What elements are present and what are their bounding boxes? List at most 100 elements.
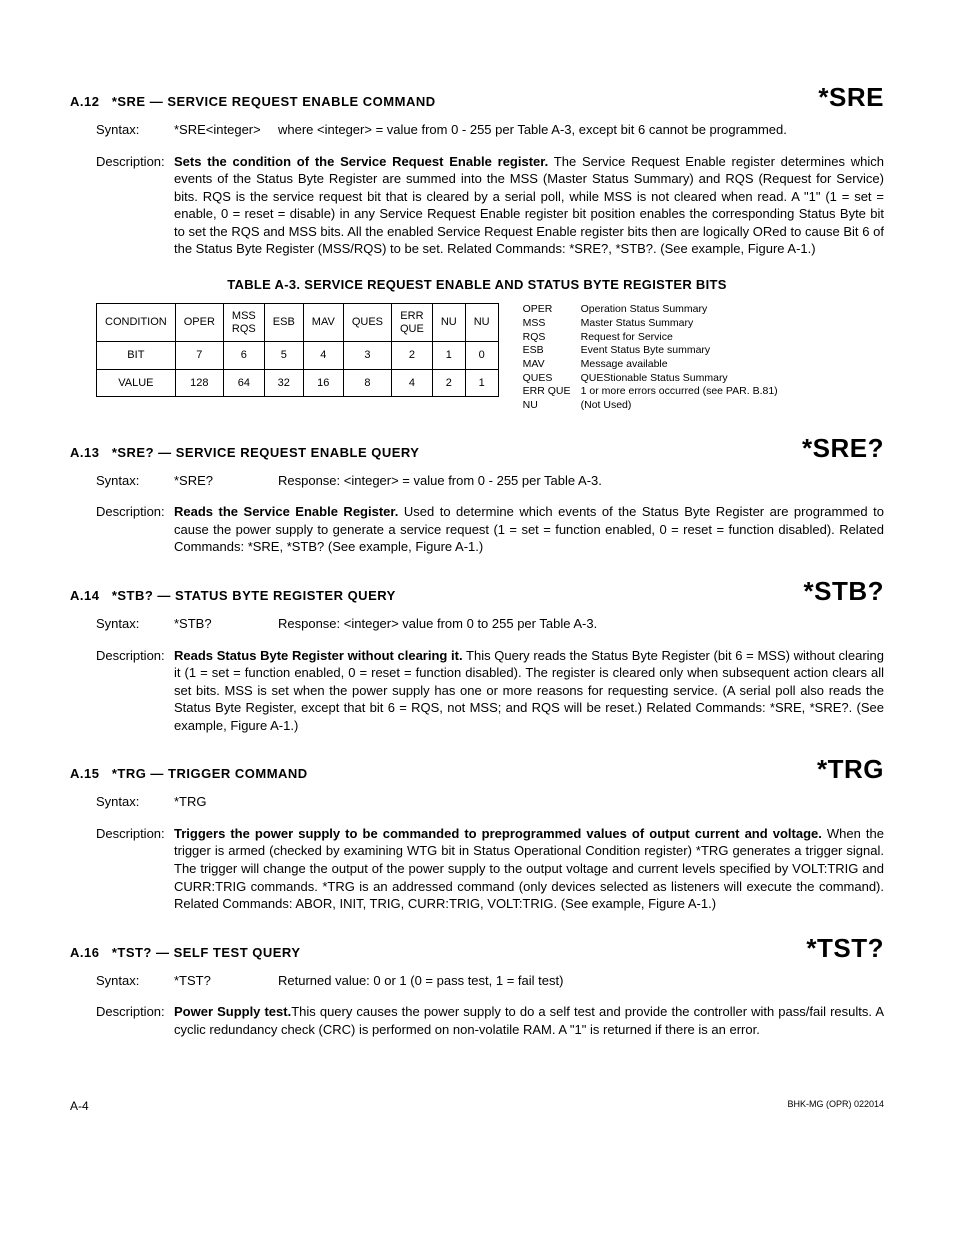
th-err-que: ERRQUE (392, 304, 433, 341)
legend-row: MSSMaster Status Summary (523, 317, 778, 331)
legend-abbr: ESB (523, 344, 581, 358)
description-row: Description: Reads Status Byte Register … (96, 647, 884, 735)
description-row: Description: Power Supply test.This quer… (96, 1003, 884, 1038)
section-title-text: *TST? — SELF TEST QUERY (112, 945, 301, 960)
legend-abbr: OPER (523, 303, 581, 317)
th-mss: MSS (232, 310, 256, 322)
legend-row: ERR QUE1 or more errors occurred (see PA… (523, 385, 778, 399)
th-esb: ESB (264, 304, 303, 341)
description-lead: Reads the Service Enable Register. (174, 504, 398, 519)
section-header: A.12 *SRE — SERVICE REQUEST ENABLE COMMA… (70, 80, 884, 115)
bit-2: 2 (392, 341, 433, 369)
syntax-row: Syntax: *TST? Returned value: 0 or 1 (0 … (96, 972, 884, 990)
description-lead: Triggers the power supply to be commande… (174, 826, 822, 841)
footer-left: A-4 (70, 1098, 89, 1114)
syntax-label-text: Syntax: (96, 973, 139, 988)
section-code: *SRE? (802, 431, 884, 466)
table-value-row: VALUE 128 64 32 16 8 4 2 1 (97, 369, 499, 397)
syntax-label: Syntax: (96, 615, 174, 633)
th-mss-rqs: MSSRQS (223, 304, 264, 341)
section-title-text: *SRE — SERVICE REQUEST ENABLE COMMAND (112, 94, 436, 109)
legend-row: MAVMessage available (523, 358, 778, 372)
section-a12: A.12 *SRE — SERVICE REQUEST ENABLE COMMA… (70, 80, 884, 258)
syntax-label-text: Syntax: (96, 122, 139, 137)
footer-right: BHK-MG (OPR) 022014 (787, 1098, 884, 1114)
th-err: ERR (400, 310, 423, 322)
description-label: Description: (96, 825, 174, 913)
section-a15: A.15 *TRG — TRIGGER COMMAND *TRG Syntax:… (70, 752, 884, 912)
syntax-row: Syntax: *TRG (96, 793, 884, 811)
description-lead: Power Supply test. (174, 1004, 291, 1019)
legend-row: OPEROperation Status Summary (523, 303, 778, 317)
description-label: Description: (96, 153, 174, 258)
section-header: A.13 *SRE? — SERVICE REQUEST ENABLE QUER… (70, 431, 884, 466)
value-label: VALUE (97, 369, 176, 397)
description-lead: Sets the condition of the Service Reques… (174, 154, 548, 169)
section-code: *TRG (817, 752, 884, 787)
bit-label: BIT (97, 341, 176, 369)
description-row: Description: Triggers the power supply t… (96, 825, 884, 913)
syntax-rest: Response: <integer> = value from 0 - 255… (278, 472, 884, 490)
description-row: Description: Sets the condition of the S… (96, 153, 884, 258)
bit-7: 7 (175, 341, 223, 369)
section-header: A.16 *TST? — SELF TEST QUERY *TST? (70, 931, 884, 966)
value-16: 16 (303, 369, 343, 397)
syntax-label: Syntax: (96, 793, 174, 811)
table-legend-row: CONDITION OPER MSSRQS ESB MAV QUES ERRQU… (96, 303, 884, 412)
section-a16: A.16 *TST? — SELF TEST QUERY *TST? Synta… (70, 931, 884, 1039)
bit-0: 0 (465, 341, 498, 369)
th-nu2: NU (465, 304, 498, 341)
description-label: Description: (96, 647, 174, 735)
description-body: Power Supply test.This query causes the … (174, 1003, 884, 1038)
legend-def: Operation Status Summary (581, 303, 778, 317)
syntax-rest (278, 793, 884, 811)
legend-row: RQSRequest for Service (523, 331, 778, 345)
bit-3: 3 (343, 341, 391, 369)
section-title-text: *SRE? — SERVICE REQUEST ENABLE QUERY (112, 445, 420, 460)
description-body: Triggers the power supply to be commande… (174, 825, 884, 913)
description-body: Sets the condition of the Service Reques… (174, 153, 884, 258)
section-title: A.14 *STB? — STATUS BYTE REGISTER QUERY (70, 587, 396, 605)
legend-row: ESBEvent Status Byte summary (523, 344, 778, 358)
legend-abbr: ERR QUE (523, 385, 581, 399)
legend-def: Request for Service (581, 331, 778, 345)
syntax-cmd: *SRE? (174, 472, 278, 490)
value-4: 4 (392, 369, 433, 397)
legend-row: QUESQUEStionable Status Summary (523, 372, 778, 386)
section-number: A.14 (70, 588, 99, 603)
syntax-rest: Response: <integer> value from 0 to 255 … (278, 615, 884, 633)
section-title-text: *STB? — STATUS BYTE REGISTER QUERY (112, 588, 396, 603)
description-label: Description: (96, 503, 174, 556)
section-title-text: *TRG — TRIGGER COMMAND (112, 766, 308, 781)
section-title: A.13 *SRE? — SERVICE REQUEST ENABLE QUER… (70, 444, 419, 462)
section-header: A.15 *TRG — TRIGGER COMMAND *TRG (70, 752, 884, 787)
value-2: 2 (432, 369, 465, 397)
description-row: Description: Reads the Service Enable Re… (96, 503, 884, 556)
th-oper: OPER (175, 304, 223, 341)
section-header: A.14 *STB? — STATUS BYTE REGISTER QUERY … (70, 574, 884, 609)
th-condition: CONDITION (97, 304, 176, 341)
legend-abbr: MSS (523, 317, 581, 331)
section-code: *TST? (806, 931, 884, 966)
legend-def: Master Status Summary (581, 317, 778, 331)
table-header-row: CONDITION OPER MSSRQS ESB MAV QUES ERRQU… (97, 304, 499, 341)
bits-table: CONDITION OPER MSSRQS ESB MAV QUES ERRQU… (96, 303, 499, 397)
section-title: A.12 *SRE — SERVICE REQUEST ENABLE COMMA… (70, 93, 436, 111)
value-1: 1 (465, 369, 498, 397)
legend-def: 1 or more errors occurred (see PAR. B.81… (581, 385, 778, 399)
th-mav: MAV (303, 304, 343, 341)
table-bit-row: BIT 7 6 5 4 3 2 1 0 (97, 341, 499, 369)
syntax-cmd: *TST? (174, 972, 278, 990)
syntax-cmd: *TRG (174, 793, 278, 811)
section-number: A.15 (70, 766, 99, 781)
syntax-label-text: Syntax: (96, 473, 139, 488)
section-number: A.16 (70, 945, 99, 960)
bit-1: 1 (432, 341, 465, 369)
description-body: Reads the Service Enable Register. Used … (174, 503, 884, 556)
legend-abbr: MAV (523, 358, 581, 372)
description-label: Description: (96, 1003, 174, 1038)
th-rqs: RQS (232, 323, 256, 335)
bit-5: 5 (264, 341, 303, 369)
syntax-label: Syntax: (96, 472, 174, 490)
section-code: *SRE (818, 80, 884, 115)
